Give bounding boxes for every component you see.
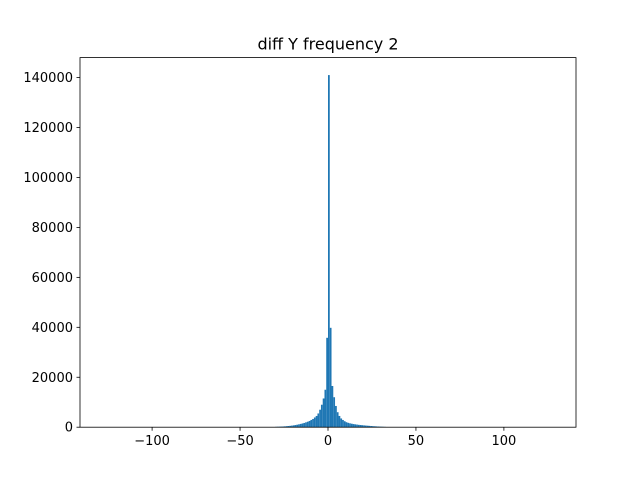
histogram-bar — [289, 425, 292, 428]
x-tick-label: 50 — [408, 434, 425, 449]
x-tick-label: 100 — [491, 434, 516, 449]
x-tick-label: 0 — [324, 434, 332, 449]
histogram-bar — [356, 424, 358, 428]
histogram-bar — [364, 425, 367, 428]
x-tick-label: −100 — [134, 434, 170, 449]
histogram-bar — [350, 423, 353, 428]
x-axis-ticks: −100 −50 0 50 100 — [134, 427, 516, 449]
histogram-bar — [310, 419, 313, 428]
histogram-bar — [342, 419, 344, 428]
histogram-bar — [322, 398, 325, 428]
histogram-bar — [347, 422, 350, 428]
chart-title: diff Y frequency 2 — [257, 35, 398, 54]
histogram-bar — [359, 425, 362, 428]
histogram-bar — [340, 418, 343, 428]
histogram-bar — [349, 423, 351, 428]
histogram-bar — [361, 425, 364, 428]
histogram-bar — [315, 415, 318, 428]
histogram-bar — [303, 422, 306, 428]
histogram-bar — [285, 426, 288, 428]
y-tick-label: 100000 — [23, 171, 73, 186]
y-tick-label: 0 — [65, 421, 73, 436]
histogram-bar — [366, 425, 369, 428]
histogram-bar — [375, 426, 378, 428]
histogram-bar — [331, 385, 334, 428]
plot-area-frame — [79, 57, 577, 428]
y-tick-label: 80000 — [32, 221, 73, 236]
histogram-bar — [296, 424, 299, 428]
histogram-bar — [284, 426, 286, 428]
histogram-bar — [363, 425, 365, 428]
histogram-bar — [329, 327, 332, 428]
histogram-bar — [308, 420, 311, 428]
histogram-bar — [357, 424, 360, 428]
histogram-bar — [299, 423, 302, 428]
histogram-bar — [305, 422, 307, 428]
histogram-bar — [320, 404, 323, 428]
histogram-bars — [275, 75, 387, 428]
histogram-bar — [301, 423, 304, 428]
histogram-bar — [338, 415, 341, 428]
histogram-bar — [336, 412, 339, 428]
y-tick-label: 140000 — [23, 71, 73, 86]
histogram-bar — [343, 421, 346, 428]
y-tick-label: 40000 — [32, 321, 73, 336]
histogram-bar — [298, 424, 300, 428]
histogram-bar — [291, 425, 293, 428]
y-tick-label: 20000 — [32, 371, 73, 386]
y-tick-label: 60000 — [32, 271, 73, 286]
histogram-bar — [306, 421, 309, 428]
histogram-bar — [287, 426, 290, 428]
histogram-bar — [324, 389, 327, 428]
histogram-bar — [370, 426, 372, 428]
histogram-bar — [313, 417, 316, 428]
histogram-bar — [352, 424, 355, 428]
histogram-bar — [326, 337, 328, 428]
histogram-bar — [312, 418, 314, 428]
x-tick-label: −50 — [226, 434, 253, 449]
histogram-bar — [328, 75, 330, 428]
histogram-bar — [368, 425, 371, 428]
histogram-bar — [317, 413, 320, 428]
y-axis-ticks: 0 20000 40000 60000 80000 100000 120000 140000 — [23, 71, 80, 436]
histogram-bar — [371, 426, 374, 428]
y-tick-label: 120000 — [23, 121, 73, 136]
histogram-bar — [319, 409, 321, 428]
histogram-bar — [345, 422, 348, 428]
histogram-bar — [333, 397, 336, 428]
histogram-bar — [373, 426, 376, 428]
histogram-bar — [354, 424, 357, 428]
histogram-bar — [294, 425, 297, 428]
histogram-bar — [292, 425, 295, 428]
histogram-bar — [335, 405, 337, 428]
